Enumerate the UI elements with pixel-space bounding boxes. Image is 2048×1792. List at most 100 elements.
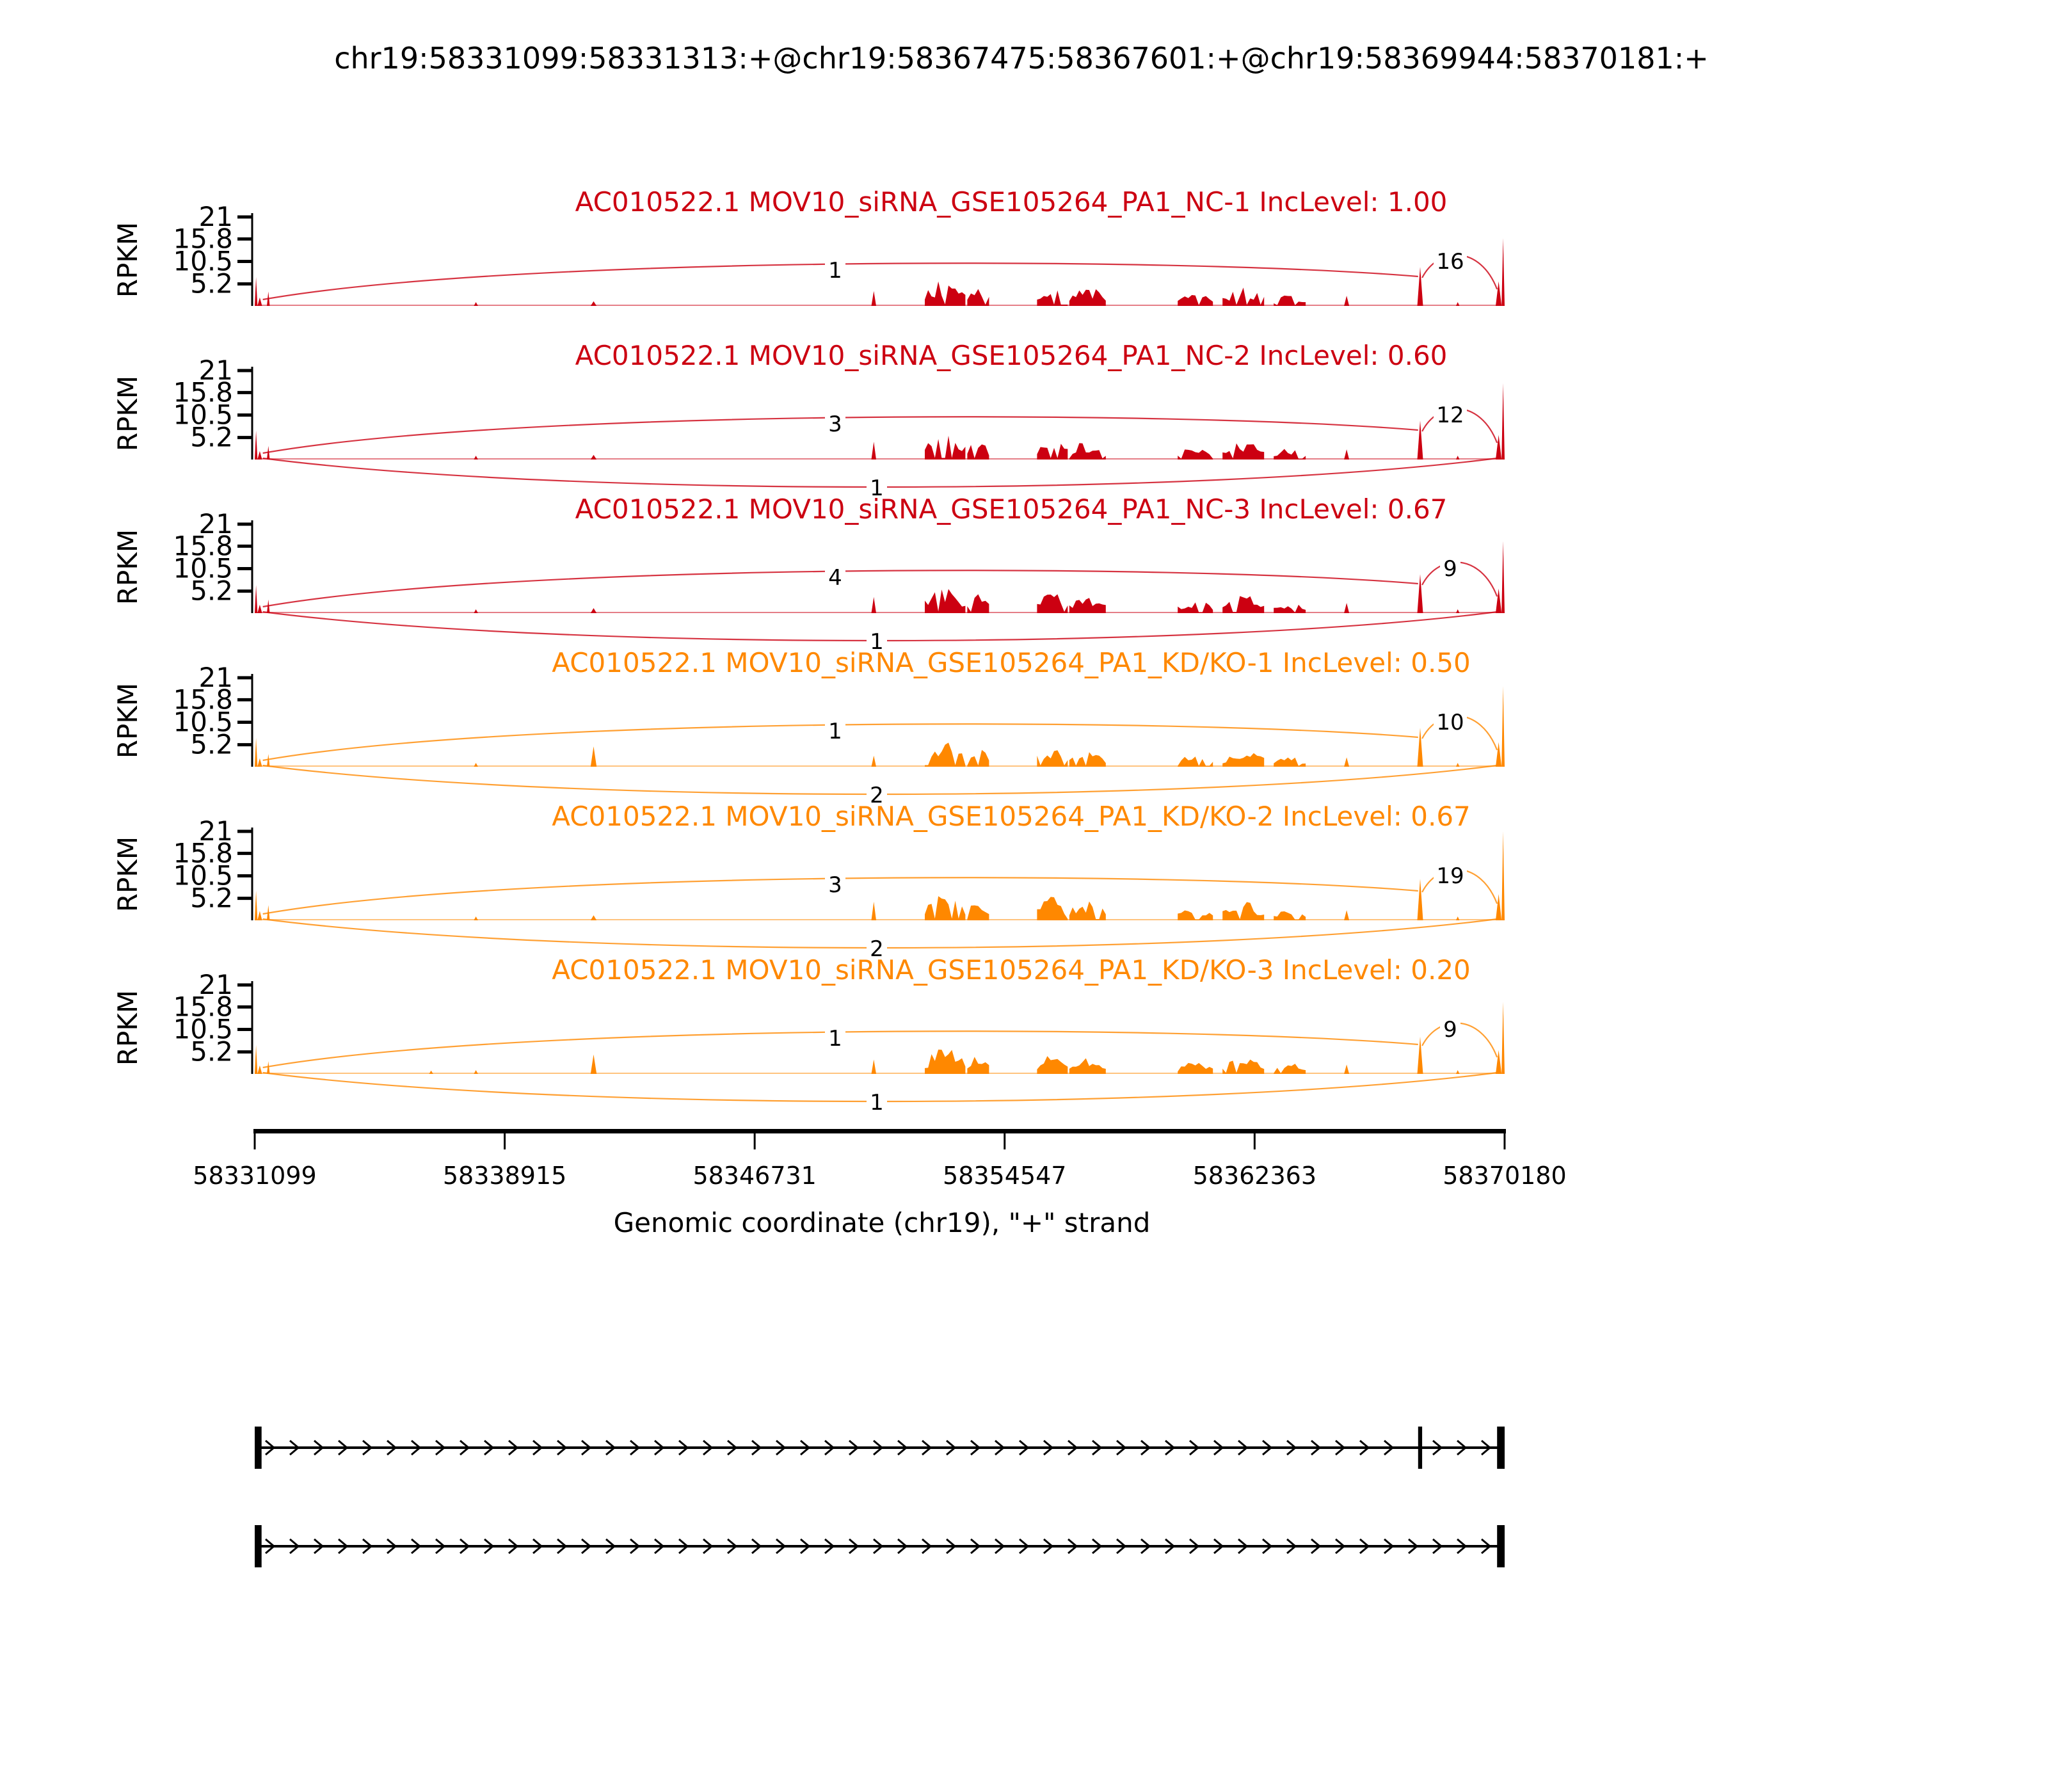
coverage-area xyxy=(1417,267,1423,306)
strand-arrow-icon xyxy=(460,1439,470,1456)
strand-arrow-icon xyxy=(289,1538,300,1555)
strand-arrow-icon xyxy=(776,1538,787,1555)
junction-count: 1 xyxy=(870,1090,884,1116)
sashimi-track: AC010522.1 MOV10_siRNA_GSE105264_PA1_KD/… xyxy=(112,647,1505,808)
coverage-area xyxy=(1417,879,1423,920)
strand-arrow-icon xyxy=(411,1439,422,1456)
y-tick-label: 10.5 xyxy=(173,860,233,892)
coverage-area xyxy=(1274,604,1306,613)
coverage-area xyxy=(1069,901,1106,920)
strand-arrow-icon xyxy=(776,1439,787,1456)
strand-arrow-icon xyxy=(1286,1439,1297,1456)
transcript-track xyxy=(255,1427,1505,1469)
coverage-area xyxy=(1417,1036,1423,1074)
coverage-area xyxy=(257,1065,262,1074)
strand-arrow-icon xyxy=(703,1439,714,1456)
coverage-area xyxy=(1037,594,1068,613)
strand-arrow-icon xyxy=(678,1538,689,1555)
strand-arrow-icon xyxy=(1384,1538,1395,1555)
strand-arrow-icon xyxy=(1262,1538,1273,1555)
strand-arrow-icon xyxy=(727,1439,738,1456)
coverage-area xyxy=(429,1070,433,1074)
strand-arrow-icon xyxy=(849,1538,860,1555)
coverage-area xyxy=(1501,1002,1505,1074)
coverage-area xyxy=(1417,420,1423,460)
y-tick-label: 21 xyxy=(199,969,233,1000)
coverage-area xyxy=(257,911,262,920)
strand-arrow-icon xyxy=(946,1439,957,1456)
junction-count: 3 xyxy=(828,412,842,437)
strand-arrow-icon xyxy=(873,1439,884,1456)
coverage-area xyxy=(1344,910,1350,920)
coverage-area xyxy=(1037,897,1068,920)
strand-arrow-icon xyxy=(1432,1538,1443,1555)
y-tick-label: 10.5 xyxy=(173,707,233,738)
y-tick-label: 21 xyxy=(199,201,233,232)
coverage-area xyxy=(1344,1064,1350,1074)
strand-arrow-icon xyxy=(1043,1439,1054,1456)
coverage-area xyxy=(255,585,258,613)
coverage-area xyxy=(1178,602,1213,613)
strand-arrow-icon xyxy=(970,1439,981,1456)
coverage-area xyxy=(1456,302,1460,306)
sashimi-track: AC010522.1 MOV10_siRNA_GSE105264_PA1_NC-… xyxy=(112,186,1505,306)
junction-count-bg xyxy=(867,781,887,807)
y-tick-label: 15.8 xyxy=(173,837,233,868)
coverage-area xyxy=(967,444,989,460)
strand-arrow-icon xyxy=(411,1538,422,1555)
coverage-area xyxy=(257,758,262,767)
coverage-area xyxy=(871,1059,876,1074)
track-label: AC010522.1 MOV10_siRNA_GSE105264_PA1_KD/… xyxy=(552,801,1471,832)
strand-arrow-icon xyxy=(1457,1439,1468,1456)
coverage-area xyxy=(257,451,262,460)
y-axis-label: RPKM xyxy=(112,990,143,1066)
coverage-area xyxy=(925,589,966,613)
strand-arrow-icon xyxy=(508,1538,519,1555)
coverage-area xyxy=(1496,742,1502,767)
coverage-area xyxy=(1456,763,1460,767)
strand-arrow-icon xyxy=(1408,1538,1419,1555)
coverage-area xyxy=(255,890,258,920)
junction-count-bg xyxy=(1434,401,1467,427)
strand-arrow-icon xyxy=(532,1439,543,1456)
junction-count-bg xyxy=(825,871,845,897)
x-axis: 58331099 58338915 58346731 58354547 58362363… xyxy=(193,1129,1567,1190)
strand-arrow-icon xyxy=(1335,1439,1346,1456)
y-axis-label: RPKM xyxy=(112,529,143,605)
coverage-area xyxy=(1344,603,1350,613)
coverage-area xyxy=(1501,238,1505,306)
coverage-area xyxy=(871,442,876,460)
strand-arrow-icon xyxy=(314,1538,324,1555)
strand-arrow-icon xyxy=(1384,1439,1395,1456)
strand-arrow-icon xyxy=(1189,1439,1200,1456)
junction-count-bg xyxy=(825,410,845,436)
y-tick-label: 5.2 xyxy=(190,1036,233,1068)
track-label: AC010522.1 MOV10_siRNA_GSE105264_PA1_NC-… xyxy=(575,493,1448,525)
strand-arrow-icon xyxy=(508,1439,519,1456)
coverage-area xyxy=(1456,456,1460,460)
coverage-area xyxy=(1344,757,1350,767)
coverage-area xyxy=(590,301,597,306)
coverage-area xyxy=(1274,911,1306,920)
x-tick-label: 58370180 xyxy=(1443,1162,1566,1190)
strand-arrow-icon xyxy=(1238,1439,1249,1456)
y-tick-label: 21 xyxy=(199,815,233,847)
strand-arrow-icon xyxy=(1457,1538,1468,1555)
coverage-area xyxy=(1501,831,1505,920)
coverage-area xyxy=(474,302,478,306)
coverage-area xyxy=(255,431,258,460)
strand-arrow-icon xyxy=(824,1538,835,1555)
coverage-area xyxy=(474,1070,478,1074)
strand-arrow-icon xyxy=(1068,1538,1078,1555)
y-tick-label: 10.5 xyxy=(173,1014,233,1045)
coverage-area xyxy=(1274,295,1306,306)
strand-arrow-icon xyxy=(1092,1538,1103,1555)
coverage-area xyxy=(871,901,876,920)
coverage-area xyxy=(257,604,262,613)
strand-arrow-icon xyxy=(1019,1439,1030,1456)
coverage-area xyxy=(257,297,262,306)
coverage-area xyxy=(1274,757,1306,767)
y-tick-label: 21 xyxy=(199,508,233,540)
coverage-area xyxy=(967,905,989,920)
